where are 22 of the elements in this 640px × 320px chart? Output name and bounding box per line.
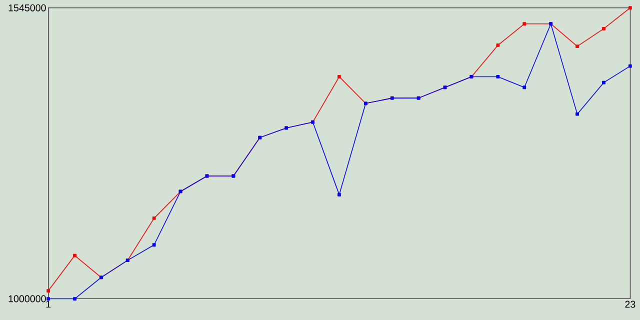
point [338,192,341,196]
point [496,74,500,78]
point [46,288,50,292]
point [152,216,156,220]
point [152,242,156,246]
x-tick-label: 23 [625,300,636,308]
point [602,80,606,84]
point [522,85,526,89]
y-tick-label: 1545000 [8,4,46,12]
point [73,296,76,300]
point [496,43,500,47]
point [46,296,50,300]
x-tick-label: 1 [46,300,51,308]
point [73,254,76,258]
point [338,74,341,78]
point [628,64,632,68]
point [522,22,526,26]
point [628,6,632,10]
y-tick-label: 1000000 [8,295,46,302]
point [602,26,606,30]
point [576,112,579,116]
point [576,44,579,48]
